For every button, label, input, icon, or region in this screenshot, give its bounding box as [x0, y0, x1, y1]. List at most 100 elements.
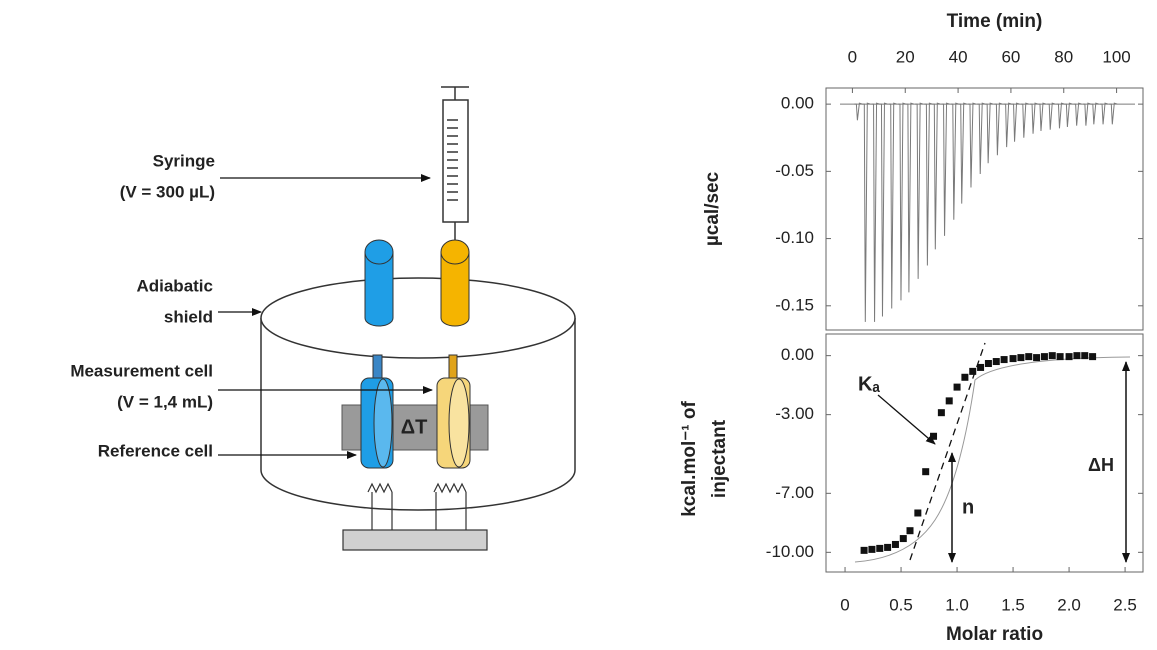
peak [879, 102, 888, 317]
point [1040, 353, 1048, 361]
y-tick-label: -0.10 [775, 228, 814, 247]
instrument-diagram: ΔT Syringe (V = 300 µL) Adiabatic shield… [70, 86, 576, 551]
point [922, 468, 930, 476]
y-axis-title: µcal/sec [702, 171, 723, 246]
peak [1037, 102, 1047, 132]
point [953, 383, 961, 391]
peak [905, 102, 915, 293]
peak [897, 102, 907, 301]
x-tick-label: 2.5 [1113, 595, 1137, 614]
syringe-volume: (V = 300 µL) [120, 182, 215, 201]
peak [1073, 102, 1082, 126]
ka-label: Kₐ [858, 373, 880, 395]
point [906, 527, 914, 535]
dh-label: ΔH [1088, 455, 1114, 475]
peak [1082, 102, 1092, 126]
y-tick-label: -3.00 [775, 404, 814, 423]
x-tick-label: 0 [848, 47, 857, 66]
peak [1056, 102, 1065, 129]
peak [1100, 102, 1109, 125]
peak [1011, 102, 1020, 142]
point [1000, 356, 1008, 364]
point [868, 545, 876, 553]
peak [1047, 102, 1056, 130]
x-axis-title: Time (min) [947, 11, 1043, 32]
x-tick-label: 100 [1102, 47, 1130, 66]
x-tick-label: 40 [949, 47, 968, 66]
point [884, 543, 892, 551]
y-tick-label: -0.05 [775, 161, 814, 180]
y-tick-label: -7.00 [775, 483, 814, 502]
point [1056, 353, 1064, 361]
peak [1020, 102, 1029, 138]
point [937, 409, 945, 417]
point [899, 535, 907, 543]
point [1009, 355, 1017, 363]
point [1073, 352, 1081, 360]
y-tick-label: 0.00 [781, 94, 814, 113]
point [860, 546, 868, 554]
x-axis-title: Molar ratio [946, 624, 1043, 645]
measurement-label: Measurement cell [70, 361, 213, 380]
peak [1090, 102, 1099, 125]
point [914, 509, 922, 517]
charts: Kₐ n ΔH 0.00 -0.05 -0.10 -0.15 0 20 40 60 80 100 T… [679, 11, 1144, 645]
point [1017, 354, 1025, 362]
syringe-label: Syringe [153, 151, 215, 170]
n-label: n [962, 496, 974, 518]
peak [958, 102, 967, 204]
peak [967, 102, 977, 188]
point [945, 397, 953, 405]
point [1025, 353, 1033, 361]
peak [1003, 102, 1012, 148]
peak [888, 102, 897, 309]
peak [1030, 102, 1039, 134]
x-tick-label: 1.5 [1001, 595, 1025, 614]
point [891, 540, 899, 548]
x-tick-label: 0 [840, 595, 849, 614]
x-tick-label: 20 [896, 47, 915, 66]
peak [1109, 102, 1118, 125]
fit-curve [854, 356, 1131, 563]
peak [985, 102, 994, 164]
peak [854, 102, 863, 121]
peak [862, 102, 871, 322]
peak [977, 102, 986, 175]
point [1089, 353, 1097, 361]
point [969, 367, 977, 375]
x-tick-label: 2.0 [1057, 595, 1081, 614]
point [977, 363, 985, 371]
reference-label: Reference cell [98, 441, 213, 460]
measurement-volume: (V = 1,4 mL) [117, 392, 213, 411]
peak [941, 102, 950, 236]
point [984, 360, 992, 368]
point [992, 358, 1000, 366]
shield-label: shield [164, 307, 213, 326]
point [1033, 354, 1041, 362]
y-axis-title: injectant [709, 419, 730, 498]
peak [871, 102, 880, 322]
peak [924, 102, 933, 266]
syringe [441, 86, 469, 245]
tubes [364, 239, 470, 381]
plot-frame [825, 87, 1144, 331]
x-tick-label: 0.5 [889, 595, 913, 614]
point [1048, 352, 1056, 360]
point [961, 373, 969, 381]
x-tick-label: 80 [1054, 47, 1073, 66]
y-tick-label: 0.00 [781, 345, 814, 364]
peak [915, 102, 924, 279]
point [876, 544, 884, 552]
x-tick-label: 60 [1001, 47, 1020, 66]
peak [932, 102, 941, 250]
heaters [342, 482, 488, 551]
peak [950, 102, 959, 220]
plot-frame [825, 333, 1144, 573]
point [1065, 353, 1073, 361]
adiabatic-shield [260, 277, 576, 511]
peak [994, 102, 1003, 156]
shield-label: Adiabatic [136, 276, 213, 295]
point [1081, 352, 1089, 360]
tangent-line [909, 342, 986, 561]
